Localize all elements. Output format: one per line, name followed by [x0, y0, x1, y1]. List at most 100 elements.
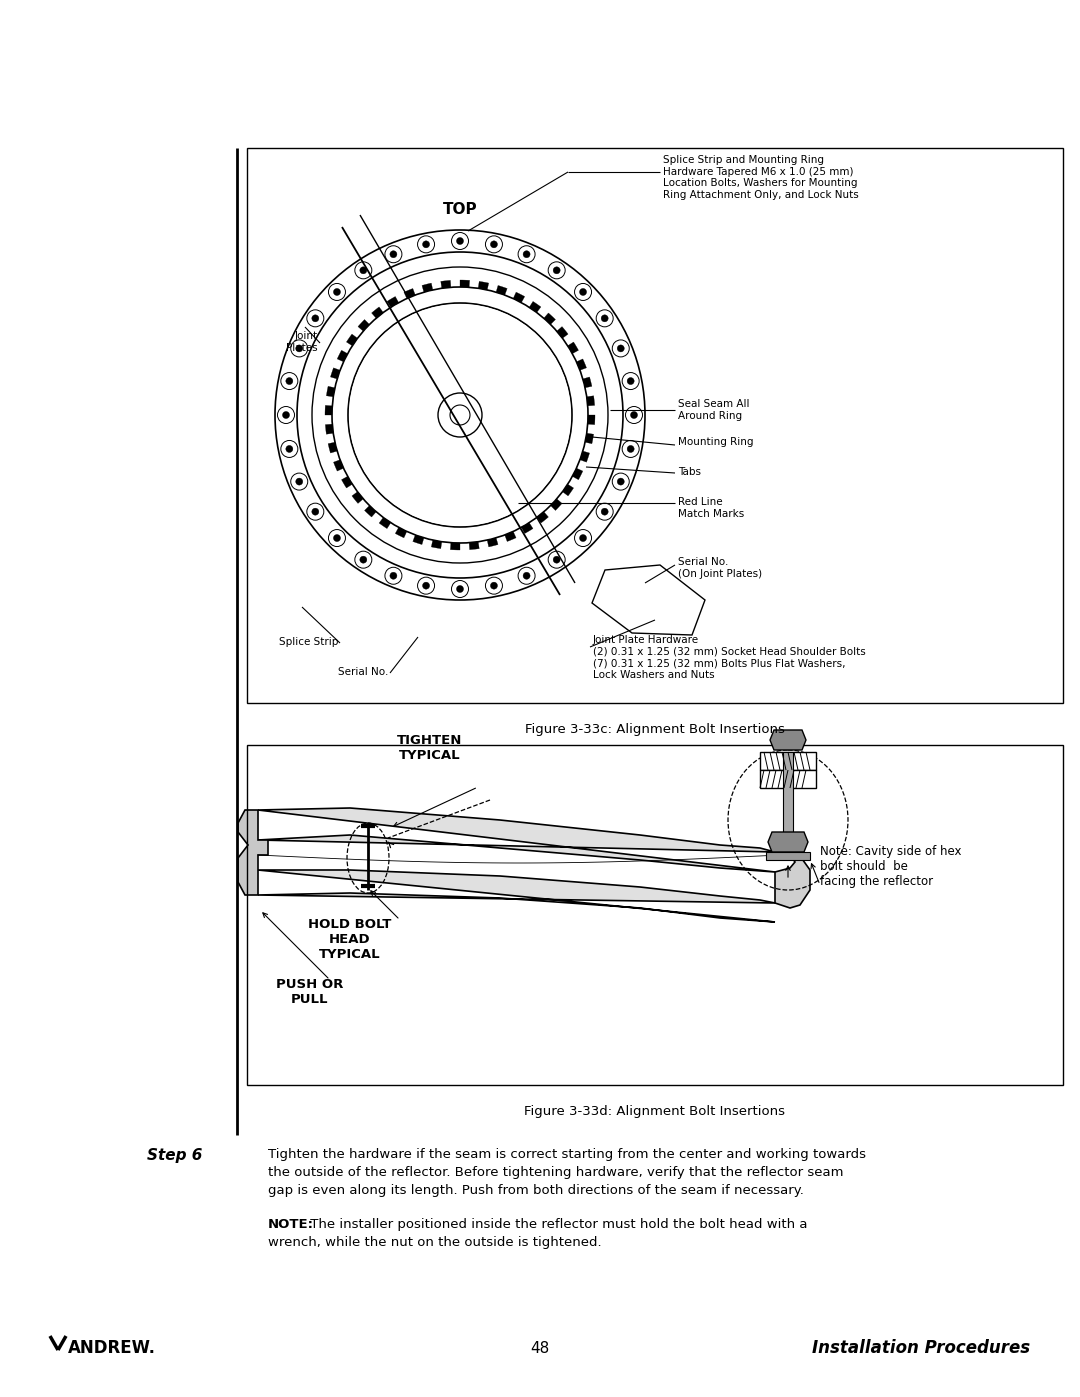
Wedge shape — [563, 485, 573, 496]
Circle shape — [312, 267, 608, 563]
Wedge shape — [478, 281, 488, 291]
Wedge shape — [387, 296, 399, 307]
Wedge shape — [326, 387, 335, 397]
Circle shape — [418, 577, 434, 594]
Wedge shape — [325, 425, 334, 434]
Wedge shape — [504, 531, 516, 542]
Bar — [766, 852, 810, 861]
Circle shape — [422, 583, 430, 590]
Circle shape — [523, 573, 530, 580]
Circle shape — [291, 474, 308, 490]
Text: PUSH OR
PULL: PUSH OR PULL — [276, 978, 343, 1006]
Circle shape — [457, 237, 463, 244]
Text: Tighten the hardware if the seam is correct starting from the center and working: Tighten the hardware if the seam is corr… — [268, 1148, 866, 1161]
Circle shape — [625, 407, 643, 423]
Text: Figure 3-33d: Alignment Bolt Insertions: Figure 3-33d: Alignment Bolt Insertions — [525, 1105, 785, 1118]
Polygon shape — [238, 810, 268, 895]
Wedge shape — [347, 334, 357, 346]
Circle shape — [438, 393, 482, 437]
Circle shape — [278, 407, 295, 423]
Bar — [760, 770, 816, 788]
Circle shape — [612, 474, 630, 490]
Text: the outside of the reflector. Before tightening hardware, verify that the reflec: the outside of the reflector. Before tig… — [268, 1166, 843, 1179]
Wedge shape — [460, 279, 470, 288]
Circle shape — [451, 232, 469, 250]
Circle shape — [355, 552, 372, 569]
Circle shape — [622, 440, 639, 457]
Wedge shape — [583, 377, 592, 388]
Circle shape — [490, 240, 498, 247]
Circle shape — [485, 236, 502, 253]
Circle shape — [307, 503, 324, 520]
Text: ANDREW.: ANDREW. — [68, 1338, 156, 1356]
Text: TOP: TOP — [443, 203, 477, 217]
Circle shape — [523, 250, 530, 257]
Polygon shape — [775, 848, 810, 908]
Wedge shape — [365, 506, 376, 517]
Wedge shape — [588, 415, 595, 425]
Circle shape — [281, 373, 298, 390]
Text: 48: 48 — [530, 1341, 550, 1356]
Text: gap is even along its length. Push from both directions of the seam if necessary: gap is even along its length. Push from … — [268, 1185, 804, 1197]
Circle shape — [580, 535, 586, 542]
Text: Joint Plate Hardware
(2) 0.31 x 1.25 (32 mm) Socket Head Shoulder Bolts
(7) 0.31: Joint Plate Hardware (2) 0.31 x 1.25 (32… — [593, 636, 866, 680]
Circle shape — [485, 577, 502, 594]
Polygon shape — [258, 870, 775, 922]
Wedge shape — [537, 511, 549, 522]
Circle shape — [355, 261, 372, 279]
Bar — [783, 752, 793, 852]
Circle shape — [297, 251, 623, 578]
Wedge shape — [341, 476, 352, 488]
Wedge shape — [556, 327, 568, 338]
Circle shape — [602, 509, 608, 515]
Circle shape — [631, 412, 637, 419]
Polygon shape — [592, 564, 705, 636]
Wedge shape — [513, 292, 525, 303]
Text: Mounting Ring: Mounting Ring — [678, 437, 754, 447]
Circle shape — [296, 345, 302, 352]
Circle shape — [596, 310, 613, 327]
Wedge shape — [469, 542, 480, 549]
Wedge shape — [572, 468, 583, 479]
Circle shape — [360, 556, 367, 563]
Circle shape — [334, 288, 340, 295]
Circle shape — [450, 405, 470, 425]
Wedge shape — [352, 492, 363, 503]
Circle shape — [580, 288, 586, 295]
Text: Figure 3-33c: Alignment Bolt Insertions: Figure 3-33c: Alignment Bolt Insertions — [525, 724, 785, 736]
Text: Serial No.
(On Joint Plates): Serial No. (On Joint Plates) — [678, 557, 762, 578]
Circle shape — [286, 377, 293, 384]
Circle shape — [627, 377, 634, 384]
Polygon shape — [768, 833, 808, 852]
Wedge shape — [441, 281, 450, 288]
Wedge shape — [395, 527, 407, 538]
Circle shape — [334, 535, 340, 542]
Circle shape — [518, 567, 535, 584]
Wedge shape — [544, 313, 555, 324]
Wedge shape — [404, 289, 416, 299]
Text: Splice Strip and Mounting Ring
Hardware Tapered M6 x 1.0 (25 mm)
Location Bolts,: Splice Strip and Mounting Ring Hardware … — [663, 155, 859, 200]
Wedge shape — [577, 359, 586, 370]
Circle shape — [575, 284, 592, 300]
Circle shape — [332, 286, 588, 543]
Bar — [247, 148, 1063, 703]
Circle shape — [549, 261, 565, 279]
Text: Tabs: Tabs — [678, 467, 701, 476]
Circle shape — [457, 585, 463, 592]
Text: Serial No.: Serial No. — [338, 666, 388, 678]
Wedge shape — [487, 538, 498, 546]
Circle shape — [328, 529, 346, 546]
Wedge shape — [422, 284, 433, 292]
Circle shape — [618, 345, 624, 352]
Circle shape — [348, 303, 572, 527]
Circle shape — [422, 240, 430, 247]
Wedge shape — [431, 541, 442, 549]
Circle shape — [328, 284, 346, 300]
Text: Note: Cavity side of hex
bolt should  be
facing the reflector: Note: Cavity side of hex bolt should be … — [820, 845, 961, 888]
Wedge shape — [496, 285, 508, 295]
Wedge shape — [580, 451, 590, 462]
Circle shape — [596, 503, 613, 520]
Polygon shape — [770, 731, 806, 750]
Text: The installer positioned inside the reflector must hold the bolt head with a: The installer positioned inside the refl… — [306, 1218, 808, 1231]
Text: Splice Strip: Splice Strip — [279, 637, 338, 647]
